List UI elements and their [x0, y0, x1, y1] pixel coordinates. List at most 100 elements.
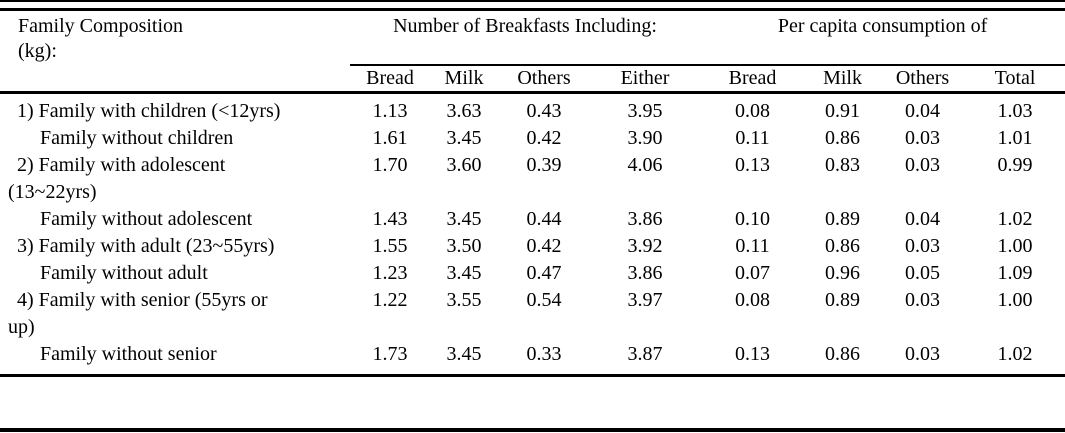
page-bottom-rule [0, 428, 1065, 432]
row-label: (13~22yrs) [8, 180, 97, 203]
row-label: 1) Family with children (<12yrs) [17, 99, 281, 122]
cell-value: 1.02 [997, 342, 1033, 365]
cell-value: 0.13 [735, 153, 771, 176]
column-header-total-per-capita: Total [965, 64, 1065, 94]
family-composition-header-line1: Family Composition [18, 15, 184, 37]
cell-value [965, 179, 1065, 206]
cell-value: 1.03 [997, 99, 1033, 122]
cell-value: 3.87 [627, 342, 663, 365]
column-header-others-breakfasts: Others [498, 64, 590, 94]
table-body: 1) Family with children (<12yrs) 1.13 3.… [0, 92, 1065, 375]
row-label: Family without adolescent [40, 207, 253, 230]
cell-value: 3.92 [627, 234, 663, 257]
row-label: Family without senior [40, 342, 217, 365]
cell-value: 0.03 [905, 153, 941, 176]
row-label-cell: Family without children [0, 125, 350, 152]
row-label-cell: 4) Family with senior (55yrs or [0, 287, 350, 314]
cell-value: 1.22 [372, 288, 408, 311]
cell-value: 0.42 [526, 126, 562, 149]
cell-value [350, 179, 430, 206]
row-label: 2) Family with adolescent [17, 153, 226, 176]
cell-value: 1.02 [997, 207, 1033, 230]
cell-value: 3.97 [627, 288, 663, 311]
cell-value: 0.99 [997, 153, 1033, 176]
cell-value: 3.55 [446, 288, 482, 311]
row-label: Family without adult [40, 261, 208, 284]
cell-value: 3.45 [446, 126, 482, 149]
cell-value [430, 179, 498, 206]
column-header-milk-breakfasts: Milk [430, 64, 498, 94]
column-header-bread-breakfasts: Bread [350, 64, 430, 94]
cell-value: 1.13 [372, 99, 408, 122]
cell-value: 3.95 [627, 99, 663, 122]
cell-value: 0.86 [825, 234, 861, 257]
cell-value: 0.89 [825, 207, 861, 230]
cell-value: 0.08 [735, 288, 771, 311]
cell-value: 0.96 [825, 261, 861, 284]
cell-value: 0.83 [825, 153, 861, 176]
column-header-either-breakfasts: Either [590, 64, 701, 94]
cell-value [590, 179, 700, 206]
cell-value: 0.05 [905, 261, 941, 284]
table-row: 2) Family with adolescent 1.70 3.60 0.39… [0, 152, 1065, 179]
family-composition-table: Family Composition (kg): Number of Break… [0, 8, 1065, 377]
cell-value: 0.86 [825, 342, 861, 365]
cell-value: 3.45 [446, 207, 482, 230]
table-row: 1) Family with children (<12yrs) 1.13 3.… [0, 92, 1065, 125]
cell-value: 3.50 [446, 234, 482, 257]
cell-value [700, 179, 805, 206]
cell-value: 1.09 [997, 261, 1033, 284]
cell-value [590, 314, 700, 341]
table-row: up) [0, 314, 1065, 341]
cell-value: 3.45 [446, 342, 482, 365]
cell-value: 3.90 [627, 126, 663, 149]
cell-value: 0.86 [825, 126, 861, 149]
table-header: Family Composition (kg): Number of Break… [0, 9, 1065, 94]
cell-value: 0.44 [526, 207, 562, 230]
cell-value: 0.42 [526, 234, 562, 257]
cell-value: 0.43 [526, 99, 562, 122]
row-label-cell: 3) Family with adult (23~55yrs) [0, 233, 350, 260]
cell-value [805, 179, 880, 206]
row-label-cell: Family without senior [0, 341, 350, 376]
cell-value: 0.10 [735, 207, 771, 230]
group-header-per-capita: Per capita consumption of [700, 9, 1065, 66]
cell-value [965, 314, 1065, 341]
row-label-cell: Family without adolescent [0, 206, 350, 233]
cell-value: 1.61 [372, 126, 408, 149]
row-label: up) [8, 315, 35, 338]
row-label-cell: Family without adult [0, 260, 350, 287]
row-label-cell: up) [0, 314, 350, 341]
table-row: 4) Family with senior (55yrs or 1.22 3.5… [0, 287, 1065, 314]
row-label-cell: 1) Family with children (<12yrs) [0, 92, 350, 125]
table-row: Family without senior 1.73 3.45 0.33 3.8… [0, 341, 1065, 376]
cell-value: 1.23 [372, 261, 408, 284]
cell-value: 0.47 [526, 261, 562, 284]
cell-value: 0.03 [905, 126, 941, 149]
group-header-breakfasts: Number of Breakfasts Including: [350, 9, 701, 66]
table-row: 3) Family with adult (23~55yrs) 1.55 3.5… [0, 233, 1065, 260]
cell-value: 1.00 [997, 288, 1033, 311]
group-header-row: Family Composition (kg): Number of Break… [0, 9, 1065, 94]
cell-value: 0.11 [735, 126, 770, 149]
cell-value: 0.08 [735, 99, 771, 122]
cell-value: 0.03 [905, 288, 941, 311]
cell-value [430, 314, 498, 341]
column-header-bread-per-capita: Bread [700, 64, 806, 94]
cell-value: 3.86 [627, 207, 663, 230]
cell-value [498, 179, 590, 206]
table-row: (13~22yrs) [0, 179, 1065, 206]
cell-value: 1.73 [372, 342, 408, 365]
top-thin-rule [0, 0, 1065, 2]
row-label-cell: 2) Family with adolescent [0, 152, 350, 179]
cell-value: 3.60 [446, 153, 482, 176]
cell-value: 4.06 [627, 153, 663, 176]
row-label: 3) Family with adult (23~55yrs) [17, 234, 275, 257]
family-composition-header-line2: (kg): [18, 40, 57, 62]
cell-value: 1.70 [372, 153, 408, 176]
cell-value: 0.91 [825, 99, 861, 122]
cell-value: 0.13 [735, 342, 771, 365]
column-header-milk-per-capita: Milk [805, 64, 881, 94]
cell-value: 0.03 [905, 234, 941, 257]
